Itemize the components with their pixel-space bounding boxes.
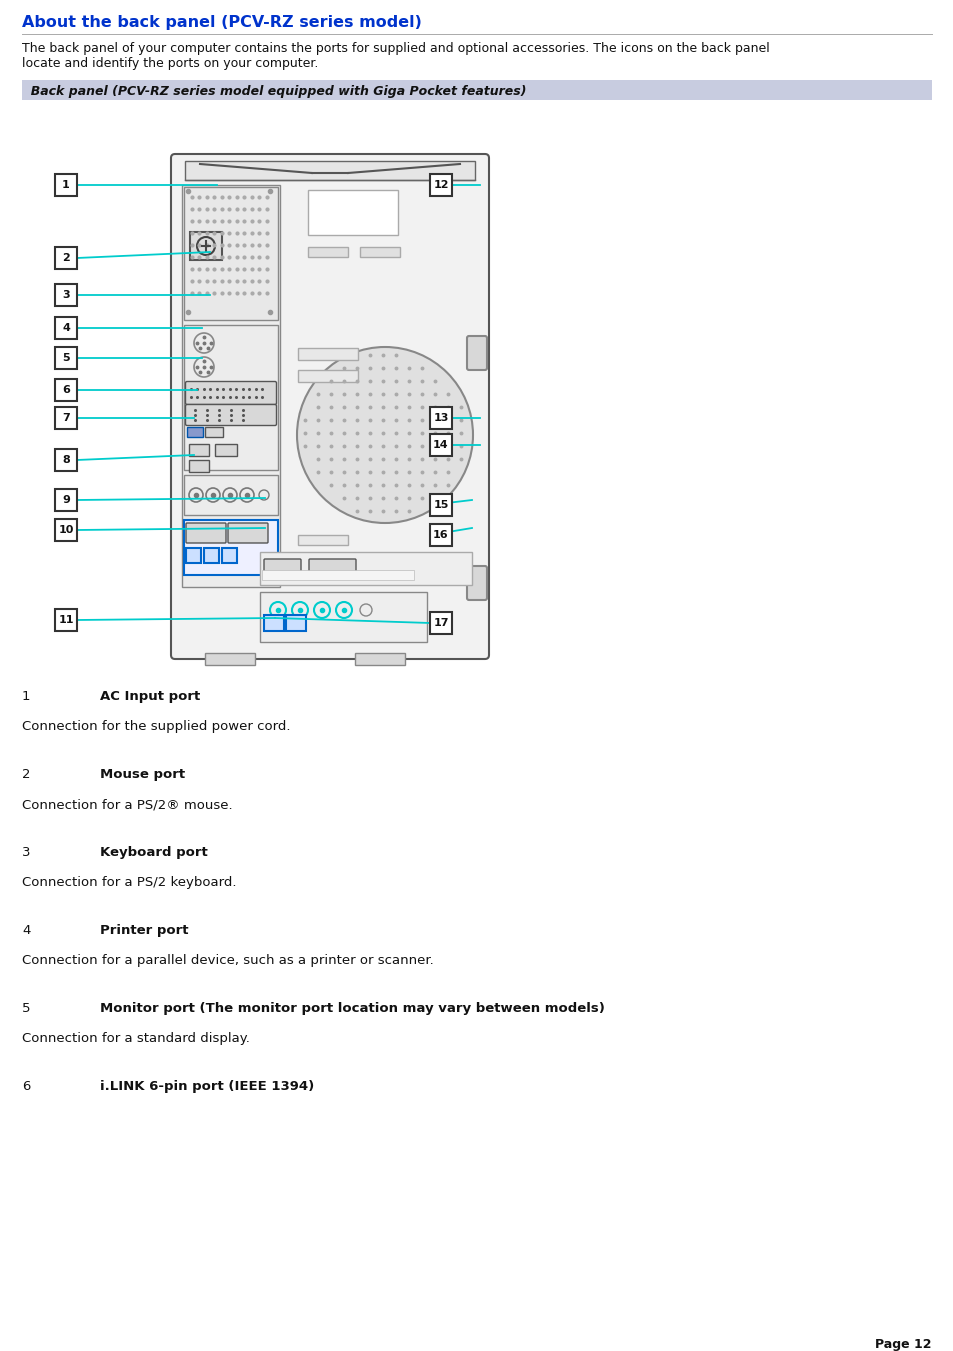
Bar (55, 489, 77, 511)
Text: 8: 8 (62, 455, 70, 465)
Text: 6: 6 (22, 1079, 30, 1093)
Text: 10: 10 (58, 526, 73, 535)
Bar (22, 80, 931, 100)
FancyBboxPatch shape (186, 523, 226, 543)
FancyBboxPatch shape (171, 154, 489, 659)
Text: locate and identify the ports on your computer.: locate and identify the ports on your co… (22, 57, 318, 70)
Bar (308, 190, 397, 235)
Bar (205, 427, 223, 436)
Bar (184, 186, 277, 320)
Bar (359, 247, 399, 257)
Bar (55, 519, 77, 540)
Bar (297, 349, 357, 359)
Bar (55, 317, 77, 339)
FancyBboxPatch shape (204, 547, 219, 562)
Text: 2: 2 (62, 253, 70, 263)
Bar (297, 553, 348, 563)
Text: i.LINK 6-pin port (IEEE 1394): i.LINK 6-pin port (IEEE 1394) (100, 1079, 314, 1093)
FancyBboxPatch shape (222, 547, 237, 562)
FancyBboxPatch shape (185, 404, 276, 426)
Text: AC Input port: AC Input port (100, 690, 200, 703)
Text: About the back panel (PCV-RZ series model): About the back panel (PCV-RZ series mode… (22, 15, 421, 30)
Bar (262, 570, 414, 580)
Text: Connection for the supplied power cord.: Connection for the supplied power cord. (22, 720, 291, 734)
Text: Monitor port (The monitor port location may vary between models): Monitor port (The monitor port location … (100, 1002, 604, 1015)
Bar (55, 609, 77, 631)
Text: Connection for a standard display.: Connection for a standard display. (22, 1032, 250, 1046)
Bar (430, 434, 452, 457)
Text: Back panel (PCV-RZ series model equipped with Giga Pocket features): Back panel (PCV-RZ series model equipped… (22, 85, 526, 97)
Text: 6: 6 (62, 385, 70, 394)
Text: 11: 11 (58, 615, 73, 626)
Bar (184, 476, 277, 515)
Bar (55, 347, 77, 369)
Bar (182, 185, 280, 586)
FancyBboxPatch shape (467, 566, 486, 600)
Bar (430, 174, 452, 196)
Text: 13: 13 (433, 413, 448, 423)
Text: 5: 5 (22, 1002, 30, 1015)
FancyBboxPatch shape (264, 615, 284, 631)
Bar (214, 444, 236, 457)
Text: Keyboard port: Keyboard port (100, 846, 208, 859)
FancyBboxPatch shape (286, 615, 306, 631)
Bar (185, 161, 475, 180)
Bar (430, 407, 452, 430)
Text: 9: 9 (62, 494, 70, 505)
Text: 7: 7 (62, 413, 70, 423)
Text: 2: 2 (22, 767, 30, 781)
Bar (55, 380, 77, 401)
Bar (297, 535, 348, 544)
Bar (297, 370, 357, 382)
Text: 3: 3 (62, 290, 70, 300)
Text: Page 12: Page 12 (875, 1337, 931, 1351)
Text: Connection for a parallel device, such as a printer or scanner.: Connection for a parallel device, such a… (22, 954, 434, 967)
Text: 4: 4 (62, 323, 70, 332)
Text: 15: 15 (433, 500, 448, 509)
Text: 12: 12 (433, 180, 448, 190)
FancyBboxPatch shape (264, 559, 301, 576)
Text: 16: 16 (433, 530, 448, 540)
Text: 17: 17 (433, 617, 448, 628)
Bar (355, 653, 405, 665)
Bar (55, 449, 77, 471)
Bar (184, 520, 277, 576)
Bar (430, 524, 452, 546)
Bar (260, 553, 472, 585)
Bar (205, 653, 254, 665)
Bar (55, 407, 77, 430)
Bar (189, 459, 209, 471)
Text: 1: 1 (62, 180, 70, 190)
Bar (430, 494, 452, 516)
Bar (190, 232, 222, 259)
Bar (187, 427, 203, 436)
Bar (430, 612, 452, 634)
Text: Mouse port: Mouse port (100, 767, 185, 781)
Text: Connection for a PS/2 keyboard.: Connection for a PS/2 keyboard. (22, 875, 236, 889)
Bar (308, 247, 348, 257)
FancyBboxPatch shape (309, 559, 355, 576)
Text: 14: 14 (433, 440, 448, 450)
Text: The back panel of your computer contains the ports for supplied and optional acc: The back panel of your computer contains… (22, 42, 769, 55)
Bar (55, 174, 77, 196)
Text: 4: 4 (22, 924, 30, 938)
Text: 5: 5 (62, 353, 70, 363)
Text: 1: 1 (22, 690, 30, 703)
Text: Connection for a PS/2® mouse.: Connection for a PS/2® mouse. (22, 798, 233, 811)
Text: 3: 3 (22, 846, 30, 859)
Bar (184, 326, 277, 470)
Bar (189, 444, 209, 457)
FancyBboxPatch shape (186, 547, 201, 562)
Text: Printer port: Printer port (100, 924, 189, 938)
Bar (150, 143, 495, 665)
Bar (260, 592, 427, 642)
FancyBboxPatch shape (228, 523, 268, 543)
FancyBboxPatch shape (185, 381, 276, 404)
FancyBboxPatch shape (467, 336, 486, 370)
Bar (55, 284, 77, 305)
Bar (55, 247, 77, 269)
Circle shape (296, 347, 473, 523)
